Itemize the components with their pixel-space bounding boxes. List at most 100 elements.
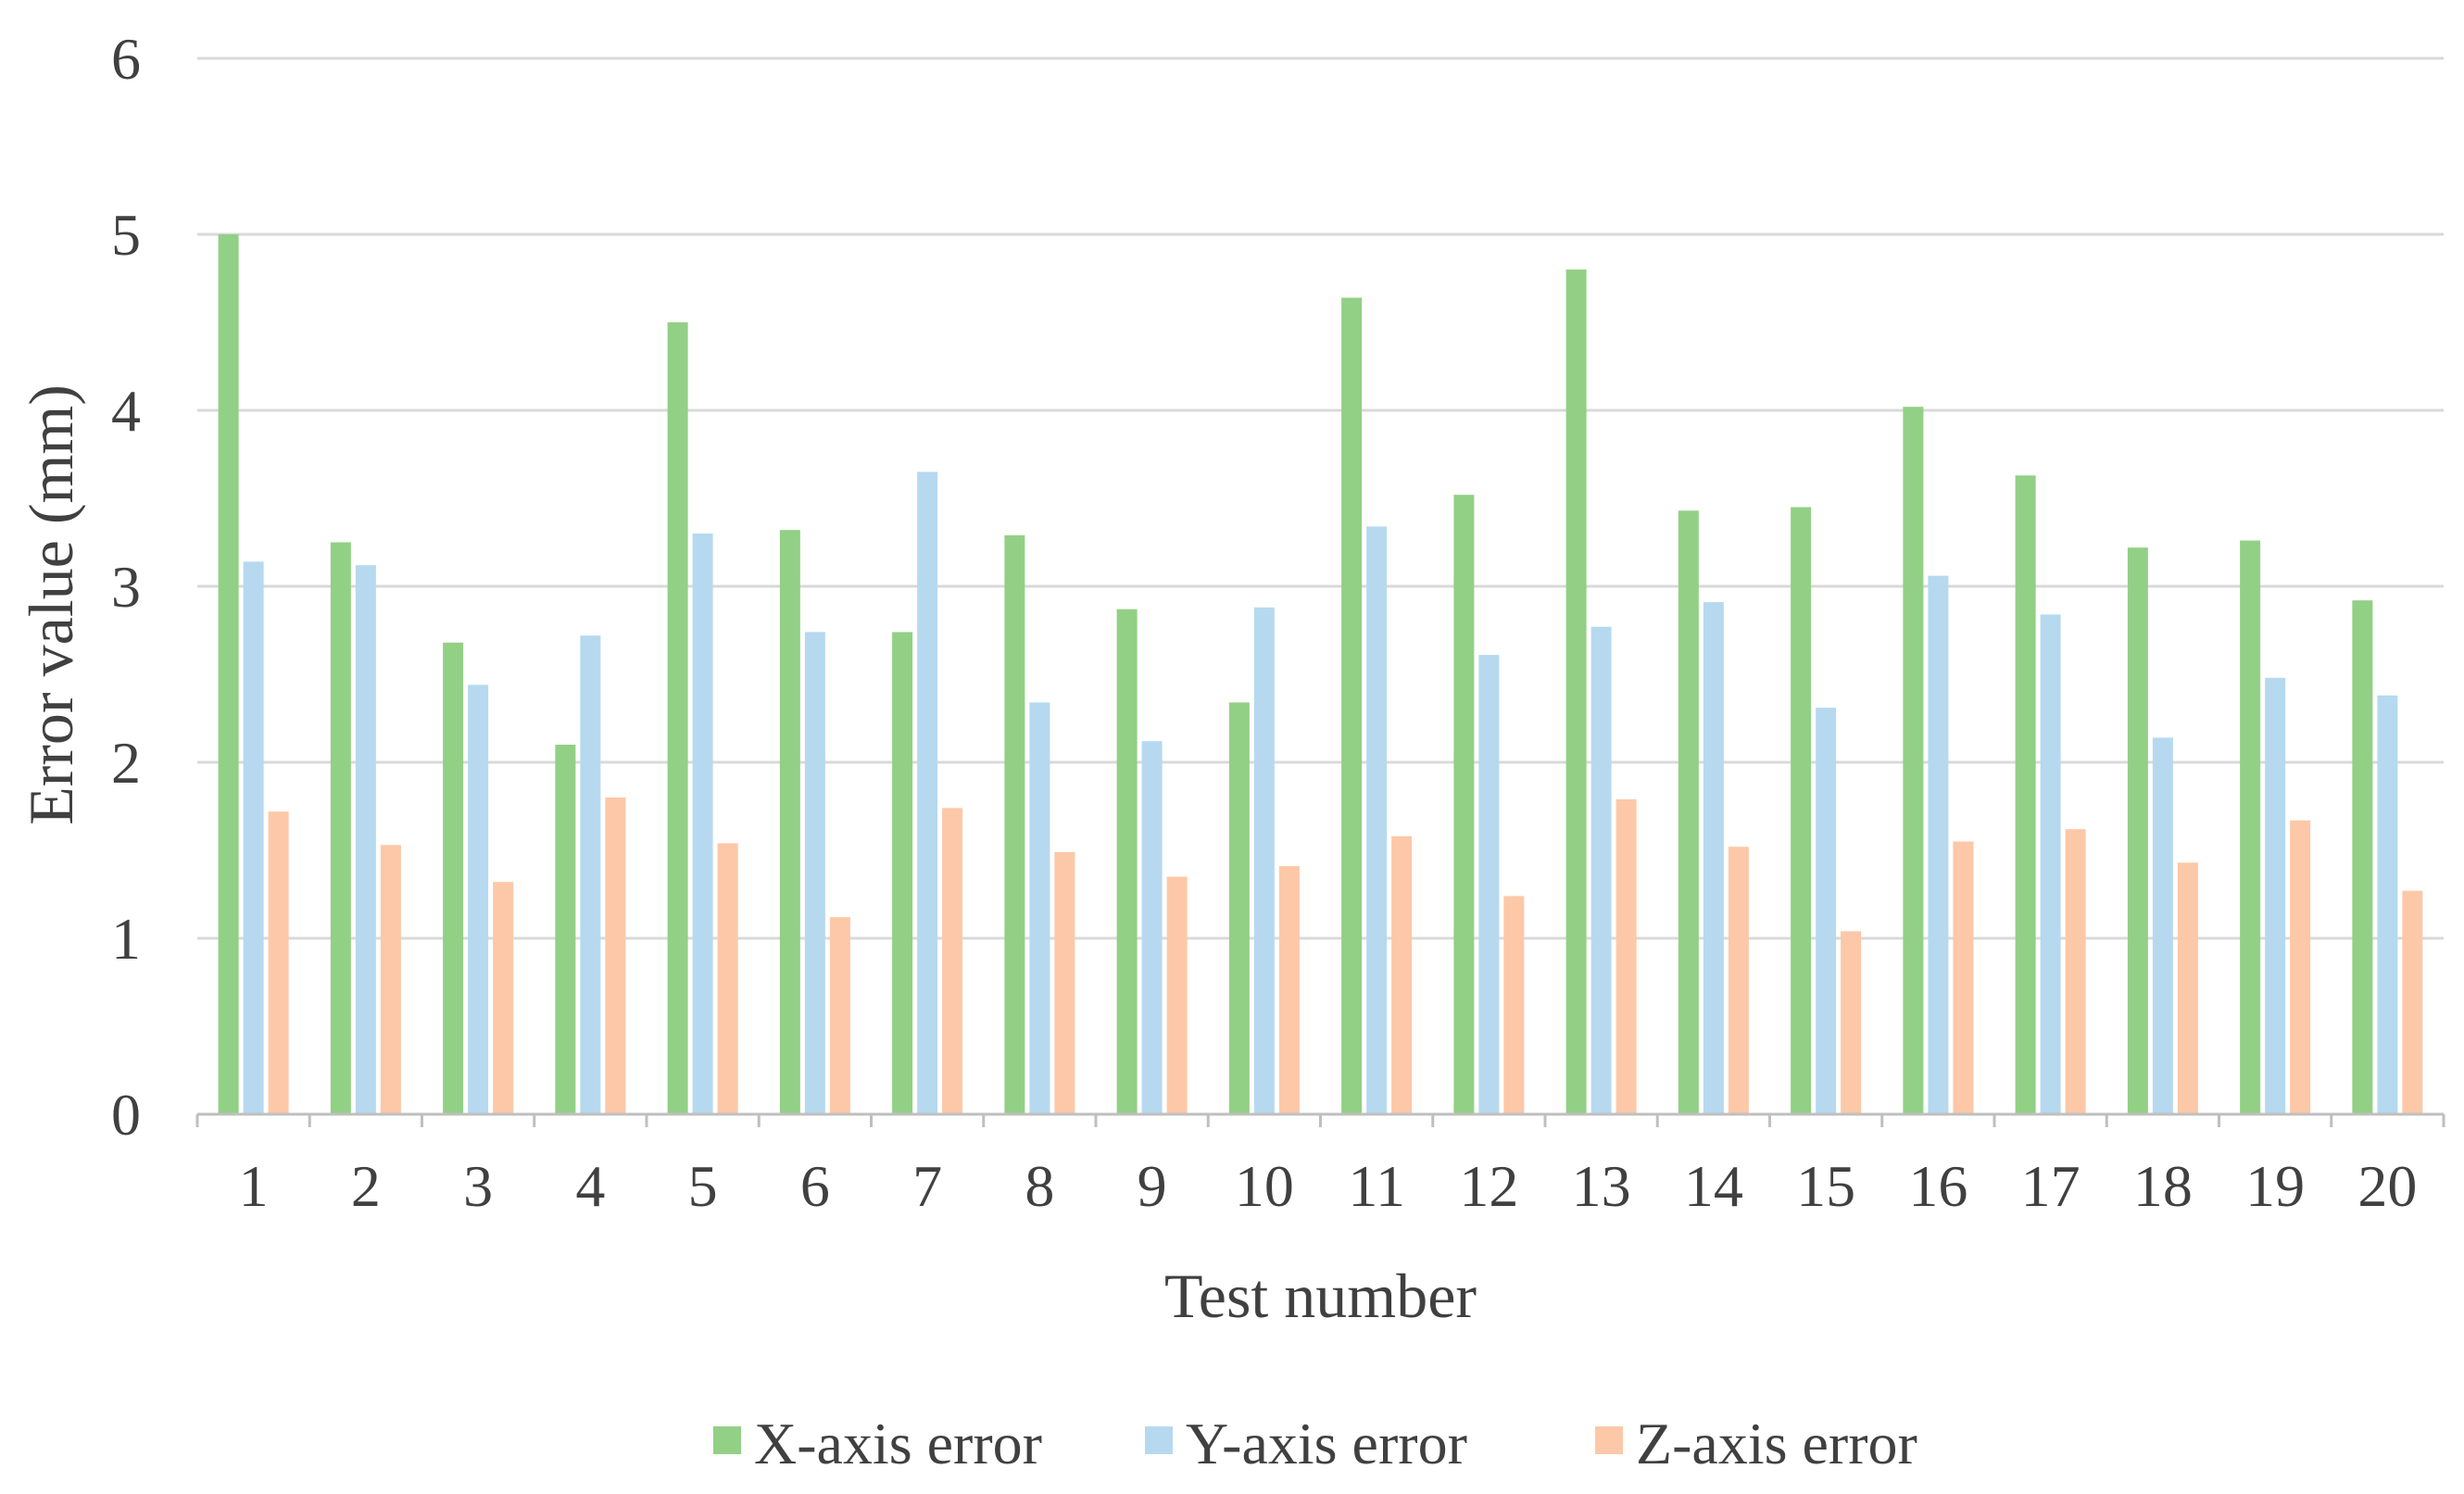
bar-z-axis-error-6 (829, 917, 850, 1114)
legend-label: Z-axis error (1636, 1411, 1917, 1476)
y-tick-label: 2 (111, 730, 141, 796)
bar-x-axis-error-4 (555, 745, 576, 1114)
bar-x-axis-error-6 (779, 530, 800, 1114)
legend-item-z-axis-error: Z-axis error (1595, 1411, 1917, 1476)
x-tick-label: 3 (463, 1153, 493, 1219)
bar-x-axis-error-11 (1341, 297, 1363, 1114)
x-tick-label: 15 (1796, 1153, 1855, 1219)
x-tick-label: 10 (1235, 1153, 1294, 1219)
bar-x-axis-error-7 (892, 632, 913, 1114)
bar-z-axis-error-15 (1841, 931, 1862, 1114)
bar-x-axis-error-1 (218, 234, 239, 1114)
bar-y-axis-error-2 (355, 565, 376, 1114)
x-axis-title: Test number (1164, 1261, 1477, 1331)
bar-z-axis-error-13 (1615, 798, 1637, 1114)
bar-y-axis-error-8 (1029, 702, 1050, 1114)
bar-y-axis-error-18 (2152, 737, 2173, 1114)
y-tick-label: 0 (111, 1082, 141, 1148)
y-tick-label: 5 (111, 202, 141, 268)
bar-z-axis-error-8 (1054, 851, 1075, 1114)
bar-z-axis-error-2 (380, 845, 401, 1114)
bar-z-axis-error-14 (1728, 847, 1749, 1114)
x-tick-label: 5 (688, 1153, 718, 1219)
y-tick-label: 3 (111, 554, 141, 620)
legend-swatch (1145, 1426, 1173, 1454)
bar-x-axis-error-8 (1004, 534, 1025, 1114)
y-tick-label: 4 (111, 378, 141, 444)
bar-z-axis-error-7 (942, 808, 963, 1114)
bar-z-axis-error-5 (717, 843, 738, 1114)
bar-y-axis-error-19 (2265, 677, 2286, 1114)
bar-x-axis-error-3 (443, 642, 464, 1114)
bar-y-axis-error-15 (1816, 708, 1837, 1114)
bar-y-axis-error-7 (917, 471, 938, 1114)
bar-y-axis-error-13 (1590, 626, 1612, 1114)
x-tick-label: 9 (1138, 1153, 1167, 1219)
x-tick-label: 17 (2021, 1153, 2081, 1219)
bar-x-axis-error-16 (1903, 407, 1924, 1114)
bar-z-axis-error-11 (1391, 835, 1413, 1114)
x-tick-label: 7 (912, 1153, 942, 1219)
bar-x-axis-error-5 (667, 322, 688, 1114)
legend-swatch (1595, 1426, 1623, 1454)
bar-x-axis-error-15 (1791, 507, 1812, 1114)
bar-z-axis-error-1 (268, 811, 289, 1114)
bar-y-axis-error-9 (1141, 741, 1163, 1114)
bar-z-axis-error-9 (1166, 876, 1188, 1114)
bar-y-axis-error-3 (468, 684, 489, 1114)
x-tick-label: 19 (2245, 1153, 2305, 1219)
bar-x-axis-error-12 (1453, 495, 1475, 1114)
x-tick-label: 11 (1348, 1153, 1405, 1219)
bar-y-axis-error-12 (1478, 655, 1500, 1114)
bar-y-axis-error-11 (1366, 526, 1388, 1114)
bar-z-axis-error-12 (1503, 896, 1525, 1114)
x-tick-label: 2 (351, 1153, 381, 1219)
bar-y-axis-error-10 (1253, 607, 1275, 1114)
x-tick-label: 6 (800, 1153, 830, 1219)
x-tick-label: 14 (1684, 1153, 1743, 1219)
bar-x-axis-error-19 (2240, 540, 2261, 1114)
bar-y-axis-error-5 (692, 534, 713, 1114)
bar-y-axis-error-20 (2377, 695, 2398, 1114)
bar-z-axis-error-18 (2177, 862, 2198, 1114)
x-tick-label: 8 (1025, 1153, 1054, 1219)
bar-z-axis-error-16 (1953, 841, 1974, 1114)
bar-x-axis-error-14 (1678, 510, 1699, 1114)
legend-item-x-axis-error: X-axis error (713, 1411, 1042, 1476)
legend-label: Y-axis error (1186, 1411, 1467, 1476)
bar-x-axis-error-18 (2127, 547, 2148, 1114)
bar-x-axis-error-20 (2352, 600, 2373, 1114)
y-tick-label: 6 (111, 26, 141, 92)
bar-y-axis-error-4 (580, 635, 601, 1114)
bar-x-axis-error-10 (1228, 702, 1250, 1114)
legend-swatch (713, 1426, 741, 1454)
bar-z-axis-error-19 (2290, 820, 2311, 1114)
x-tick-label: 12 (1459, 1153, 1518, 1219)
gridlines (197, 56, 2444, 940)
y-axis-title: Error value (mm) (16, 384, 86, 825)
x-tick-label: 13 (1572, 1153, 1631, 1219)
bar-z-axis-error-4 (605, 797, 626, 1114)
bar-z-axis-error-3 (493, 882, 514, 1114)
bar-y-axis-error-17 (2040, 614, 2061, 1114)
legend-item-y-axis-error: Y-axis error (1145, 1411, 1467, 1476)
bar-y-axis-error-6 (804, 632, 825, 1114)
bar-x-axis-error-9 (1116, 609, 1138, 1114)
bar-z-axis-error-17 (2065, 829, 2086, 1114)
bar-x-axis-error-2 (330, 542, 351, 1114)
bar-z-axis-error-10 (1278, 866, 1300, 1114)
x-tick-label: 20 (2357, 1153, 2417, 1219)
bars (218, 234, 2423, 1114)
bar-z-axis-error-20 (2402, 890, 2423, 1114)
legend-label: X-axis error (754, 1411, 1042, 1476)
x-tick-label: 4 (575, 1153, 605, 1219)
x-tick-label: 18 (2133, 1153, 2193, 1219)
bar-x-axis-error-17 (2015, 475, 2036, 1114)
legend: X-axis error Y-axis error Z-axis error (713, 1411, 1917, 1476)
bar-x-axis-error-13 (1565, 270, 1587, 1114)
x-tick-label: 1 (239, 1153, 269, 1219)
bar-y-axis-error-14 (1703, 602, 1724, 1114)
y-tick-label: 1 (111, 906, 141, 972)
